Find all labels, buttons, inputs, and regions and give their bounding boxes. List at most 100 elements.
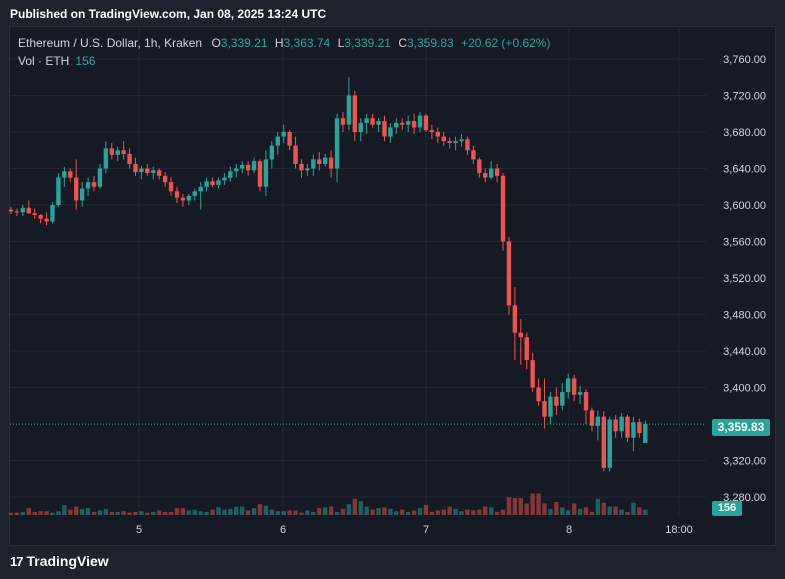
candle [435,127,441,143]
candle [14,208,20,216]
volume-bar [631,502,636,515]
volume-bar [174,508,180,515]
volume-bar [512,498,518,515]
candle [62,166,67,187]
candle [216,177,221,189]
volume-bar [453,508,458,515]
volume-label[interactable]: Vol · ETH [18,54,70,68]
volume-bar [352,498,358,515]
volume-bar [74,506,79,515]
volume-bar [133,511,138,515]
volume-bar [245,510,251,515]
volume-bar [394,511,399,515]
volume-bar [625,511,630,515]
y-tick-label: 3,720.00 [723,91,766,103]
candle [222,173,227,185]
chart-pane[interactable] [9,26,776,546]
volume-bar [257,504,263,515]
candle [174,186,180,204]
volume-bar [601,502,606,515]
volume-bar [483,506,488,515]
open-value: 3,339.21 [220,36,268,50]
candle [643,420,648,443]
volume-bar [180,508,186,515]
volume-value: 156 [75,54,96,68]
chart-legend: Ethereum / U.S. Dollar, 1h, Kraken O3,33… [18,34,554,70]
tradingview-logo[interactable]: 17 TradingView [10,552,109,570]
volume-bar [68,509,73,515]
candle [376,118,381,132]
symbol-title[interactable]: Ethereum / U.S. Dollar, 1h, Kraken [18,36,203,50]
candle [151,166,156,180]
volume-bar [192,509,197,515]
volume-bar [32,511,37,515]
volume-bar [405,511,411,515]
volume-bar [340,508,346,515]
candle [459,133,464,147]
volume-bar [62,505,67,515]
volume-bar [411,510,417,515]
volume-bar [275,511,280,515]
candle [625,414,630,443]
candle [595,410,601,441]
volume-bar [8,512,14,515]
candle [382,115,387,142]
volume-bar [234,506,239,515]
low-label: L [337,36,345,50]
y-tick-label: 3,760.00 [723,54,766,66]
candle [536,378,541,406]
candle [364,113,369,134]
volume-bar [127,512,132,515]
y-tick-label: 3,400.00 [723,383,766,395]
candle [447,137,452,149]
ohlc-row: Ethereum / U.S. Dollar, 1h, Kraken O3,33… [18,34,554,52]
candle [281,124,286,143]
low-value: 3,339.21 [344,36,391,50]
volume-bar [560,507,565,515]
candle [305,163,310,176]
volume-bar [524,503,529,515]
volume-bar [44,511,49,515]
volume-bar [91,511,97,515]
candle [192,188,197,201]
x-tick-label: 8 [566,524,572,536]
volume-bar [370,509,375,515]
candle [275,132,280,155]
candle [548,392,553,424]
volume-bar [228,508,233,515]
candle [352,90,358,142]
candle [423,113,429,132]
y-tick-label: 3,320.00 [723,456,766,468]
volume-bar [103,508,109,515]
volume-bar [566,510,571,515]
last-price-tag: 3,359.83 [712,419,770,436]
candle [500,173,506,251]
candle [417,111,423,132]
y-tick-label: 3,560.00 [723,237,766,249]
candle [317,152,322,171]
volume-bar [20,511,26,515]
volume-bar [97,510,103,515]
volume-bar [542,503,547,515]
candle [631,416,636,452]
candle [251,157,257,174]
candle [234,163,239,178]
volume-bar [613,506,618,515]
candle [334,113,340,183]
candle [441,132,446,146]
volume-bar [334,511,340,515]
candle [97,163,103,189]
volume-bar [494,511,500,515]
candle [483,168,488,183]
candle [133,157,138,176]
candle [411,113,417,134]
volume-bar [637,507,642,515]
candle [127,148,132,169]
volume-bar [305,510,310,515]
candle [637,418,642,438]
candle [613,414,618,438]
volume-bar [281,511,286,515]
close-value: 3,359.83 [407,36,454,50]
y-tick-label: 3,440.00 [723,346,766,358]
